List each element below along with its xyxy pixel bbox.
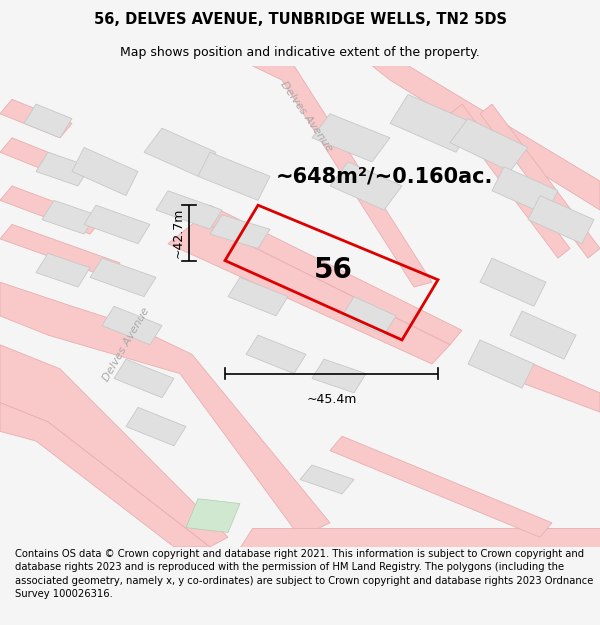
Polygon shape [0, 138, 84, 181]
Polygon shape [156, 191, 222, 229]
Polygon shape [510, 359, 600, 412]
Polygon shape [312, 359, 366, 393]
Polygon shape [0, 345, 228, 547]
Polygon shape [240, 528, 600, 547]
Text: ~42.7m: ~42.7m [172, 208, 185, 258]
Polygon shape [450, 104, 570, 258]
Polygon shape [246, 335, 306, 374]
Polygon shape [0, 282, 330, 538]
Polygon shape [144, 128, 216, 176]
Polygon shape [186, 499, 240, 532]
Polygon shape [450, 119, 528, 171]
Polygon shape [510, 311, 576, 359]
Polygon shape [342, 297, 396, 335]
Text: Delves Avenue: Delves Avenue [101, 306, 151, 383]
Polygon shape [0, 99, 72, 138]
Text: 56: 56 [314, 256, 352, 284]
Text: Map shows position and indicative extent of the property.: Map shows position and indicative extent… [120, 46, 480, 59]
Polygon shape [102, 306, 162, 345]
Polygon shape [228, 278, 288, 316]
Text: ~45.4m: ~45.4m [307, 393, 356, 406]
Polygon shape [492, 167, 558, 215]
Polygon shape [168, 219, 450, 364]
Text: 56, DELVES AVENUE, TUNBRIDGE WELLS, TN2 5DS: 56, DELVES AVENUE, TUNBRIDGE WELLS, TN2 … [94, 12, 506, 27]
Polygon shape [372, 66, 600, 210]
Polygon shape [210, 215, 270, 249]
Polygon shape [198, 152, 270, 201]
Polygon shape [42, 201, 96, 234]
Polygon shape [300, 465, 354, 494]
Polygon shape [72, 148, 138, 196]
Polygon shape [0, 224, 120, 278]
Polygon shape [468, 340, 534, 388]
Polygon shape [480, 104, 600, 258]
Polygon shape [24, 104, 72, 138]
Text: Contains OS data © Crown copyright and database right 2021. This information is : Contains OS data © Crown copyright and d… [15, 549, 593, 599]
Polygon shape [312, 114, 390, 162]
Polygon shape [0, 402, 210, 547]
Polygon shape [390, 94, 474, 152]
Text: ~648m²/~0.160ac.: ~648m²/~0.160ac. [276, 166, 493, 186]
Polygon shape [84, 205, 150, 244]
Polygon shape [0, 186, 102, 234]
Polygon shape [36, 253, 90, 287]
Polygon shape [126, 408, 186, 446]
Polygon shape [480, 258, 546, 306]
Polygon shape [252, 66, 432, 287]
Polygon shape [114, 359, 174, 398]
Polygon shape [330, 162, 402, 210]
Polygon shape [528, 196, 594, 244]
Polygon shape [36, 152, 90, 186]
Polygon shape [198, 205, 462, 345]
Polygon shape [90, 258, 156, 297]
Polygon shape [330, 436, 552, 538]
Text: Delves Avenue: Delves Avenue [278, 79, 334, 153]
